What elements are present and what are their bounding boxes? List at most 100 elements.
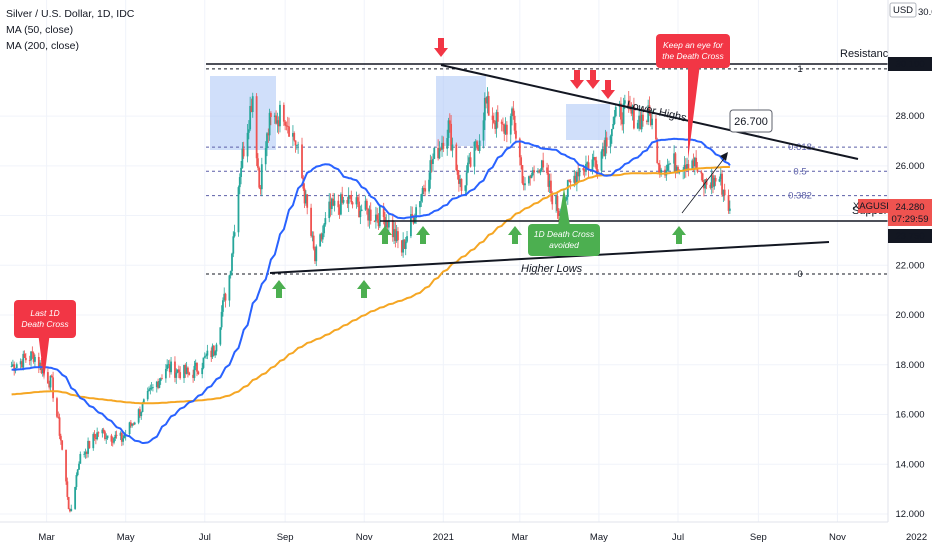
candle-body	[74, 486, 77, 509]
candle-body	[487, 96, 490, 116]
candle-body	[557, 210, 560, 217]
lower-highs-line	[440, 64, 859, 160]
candle-body	[460, 178, 463, 191]
candle-body	[175, 372, 178, 378]
candle-body	[48, 383, 51, 388]
candle-body	[87, 440, 89, 454]
candle-body	[521, 165, 524, 184]
candle-body	[358, 201, 360, 218]
candle-body	[264, 148, 267, 165]
candle-body	[57, 416, 60, 418]
candle-body	[41, 368, 44, 374]
time-axis[interactable]: Mar May Jul Sep Nov 2021 Mar May Jul Sep Nov 2022	[0, 521, 932, 550]
candle-body	[502, 123, 504, 125]
candle-body	[604, 137, 607, 156]
candle-body	[92, 434, 95, 449]
candle-body	[320, 234, 323, 240]
candle-body	[467, 162, 469, 173]
candle-body	[183, 364, 185, 379]
lower-high-arrow	[586, 70, 600, 89]
candle-body	[397, 231, 399, 241]
candle-body	[511, 108, 513, 117]
target-value: 26.700	[734, 116, 768, 128]
candle-body	[713, 177, 716, 187]
candle-body	[530, 175, 533, 179]
candle-body	[684, 164, 687, 170]
candle-body	[356, 197, 359, 202]
candle-body	[177, 369, 180, 373]
candle-body	[583, 170, 586, 172]
candle-body	[139, 409, 141, 417]
candle-body	[565, 197, 568, 200]
target-box: 26.700	[729, 109, 773, 133]
candle-body	[455, 144, 458, 170]
candle-body	[56, 398, 58, 417]
candle-body	[527, 176, 530, 184]
candle-body	[67, 496, 70, 510]
candle-body	[587, 162, 590, 170]
candle-body	[636, 122, 639, 129]
candle-body	[250, 105, 253, 112]
candle-body	[410, 214, 412, 237]
candle-body	[509, 116, 512, 135]
candle-body	[211, 345, 214, 358]
candle-body	[346, 199, 349, 204]
candle-body	[311, 235, 314, 237]
candle-body	[205, 355, 207, 357]
candle-body	[459, 178, 462, 184]
candle-body	[605, 137, 608, 147]
candle-body	[718, 179, 721, 182]
candle-body	[712, 175, 714, 187]
candle-body	[202, 357, 205, 368]
candle-body	[333, 200, 336, 206]
candle-body	[159, 378, 162, 381]
candle-body	[212, 345, 215, 356]
candle-body	[664, 169, 666, 176]
candle-body	[621, 119, 624, 125]
candle-body	[220, 311, 223, 328]
candle-body	[601, 148, 604, 152]
candle-body	[222, 300, 224, 312]
candle-body	[150, 387, 153, 389]
candle-body	[294, 140, 297, 146]
projection-arrow	[681, 155, 727, 214]
candle-body	[531, 170, 534, 176]
candle-body	[83, 453, 86, 455]
candle-body	[693, 157, 696, 167]
candlesticks	[10, 87, 731, 513]
price-axis[interactable]: 12.00014.00016.00018.00020.00022.00024.0…	[853, 0, 932, 522]
candle-body	[538, 170, 541, 173]
candle-body	[728, 208, 731, 211]
support-price-text: 23.750	[895, 231, 924, 242]
candle-body	[582, 168, 585, 171]
candle-body	[249, 105, 252, 130]
lower-high-arrow	[601, 80, 615, 99]
candle-body	[203, 356, 206, 358]
candle-body	[259, 187, 262, 190]
candle-body	[13, 364, 16, 371]
candle-body	[473, 141, 476, 167]
callout-death-cross-avoided-text: 1D Death Cross avoided	[534, 229, 595, 250]
candle-body	[266, 133, 268, 149]
candle-body	[193, 365, 196, 378]
candle-body	[148, 389, 150, 392]
candle-body	[594, 157, 596, 161]
last-price-text: 24.280	[895, 202, 924, 213]
candle-body	[58, 417, 61, 436]
candle-body	[404, 241, 407, 250]
candle-body	[555, 195, 558, 205]
candle-body	[592, 157, 595, 160]
candle-body	[655, 118, 657, 140]
price-tick-label: 22.000	[895, 260, 924, 271]
candle-body	[649, 113, 652, 126]
candle-body	[242, 148, 245, 157]
candle-body	[314, 248, 316, 262]
candle-body	[603, 148, 605, 156]
candle-body	[330, 198, 333, 209]
higher-low-arrow	[416, 226, 430, 244]
candle-body	[415, 207, 418, 218]
candle-body	[30, 351, 32, 361]
candle-body	[341, 194, 344, 203]
candle-body	[446, 138, 449, 149]
candle-body	[228, 275, 231, 301]
